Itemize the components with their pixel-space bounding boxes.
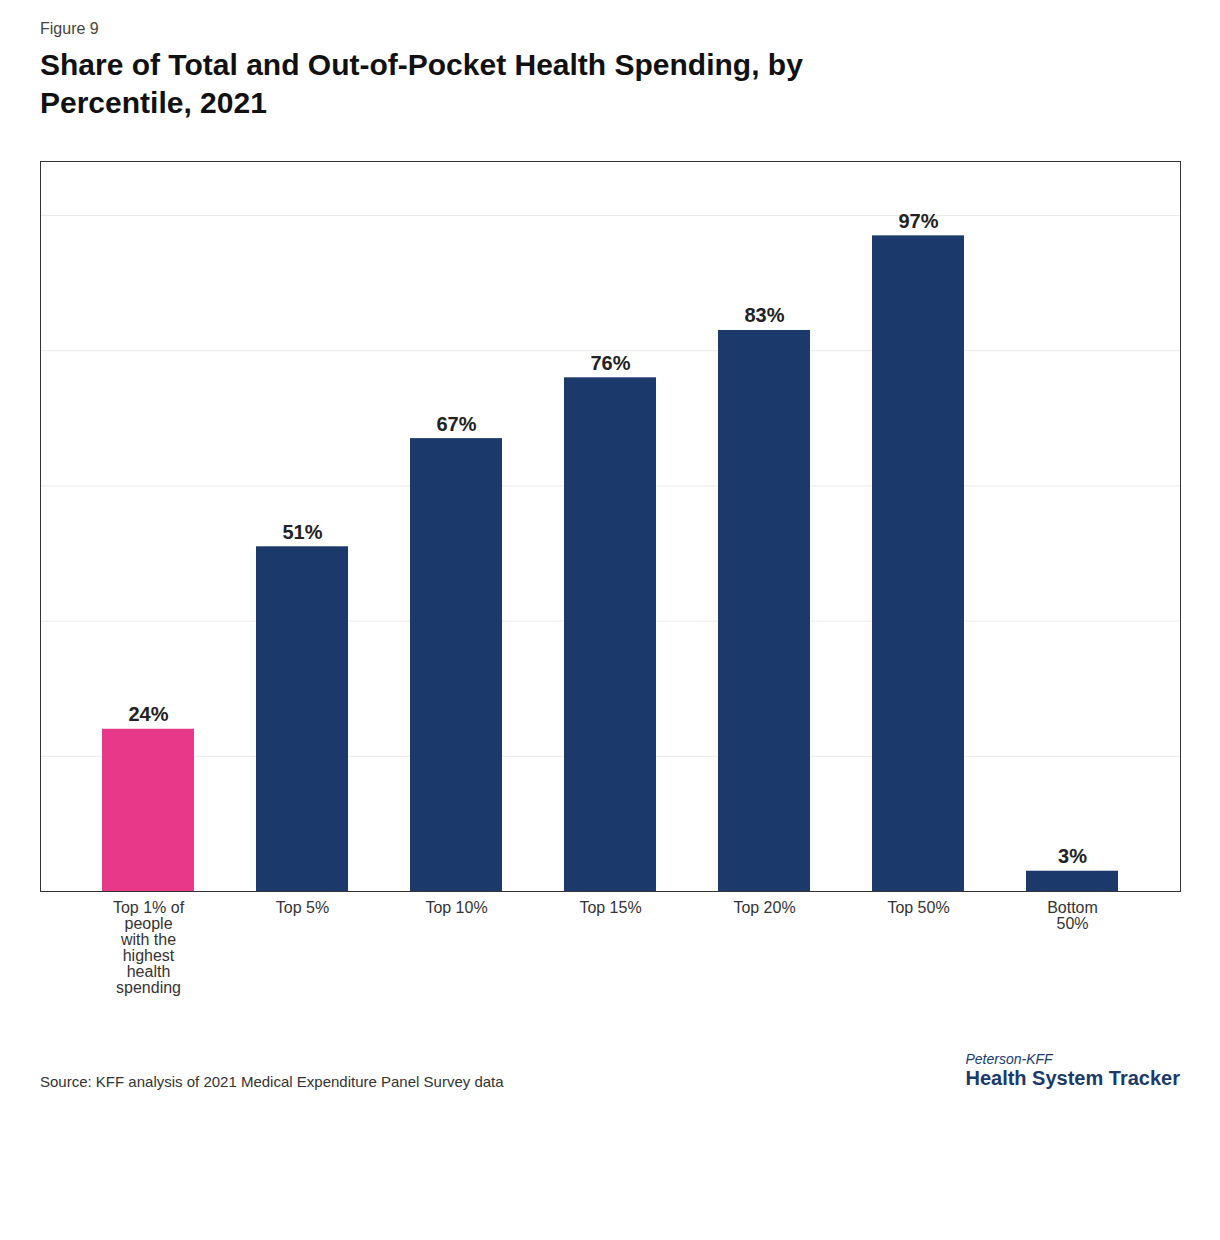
svg-text:76%: 76%: [590, 352, 630, 374]
svg-text:83%: 83%: [744, 304, 784, 326]
svg-text:67%: 67%: [436, 413, 476, 435]
html-text:Health System Tracker: Health System Tracker: [965, 1067, 1180, 1089]
svg-text:Top 20%: Top 20%: [733, 899, 795, 916]
svg-text:Top 10%: Top 10%: [425, 899, 487, 916]
svg-text:Bottom50%: Bottom50%: [1047, 899, 1098, 932]
svg-text:Top 15%: Top 15%: [579, 899, 641, 916]
svg-text:Top 50%: Top 50%: [887, 899, 949, 916]
svg-text:97%: 97%: [898, 210, 938, 232]
html-text:Source: KFF analysis of 2021 M: Source: KFF analysis of 2021 Medical Exp…: [40, 1073, 504, 1090]
html-text:Peterson-KFF: Peterson-KFF: [965, 1051, 1053, 1067]
html-text:Share of Total and Out-of-Pock: Share of Total and Out-of-Pocket Health …: [40, 48, 803, 119]
svg-text:24%: 24%: [128, 703, 168, 725]
svg-text:Top 1% ofpeoplewith thehighest: Top 1% ofpeoplewith thehighesthealthspen…: [113, 899, 185, 996]
svg-text:51%: 51%: [282, 521, 322, 543]
svg-text:Top 5%: Top 5%: [276, 899, 329, 916]
svg-text:3%: 3%: [1058, 845, 1087, 867]
html-text:Figure 9: Figure 9: [40, 20, 99, 37]
